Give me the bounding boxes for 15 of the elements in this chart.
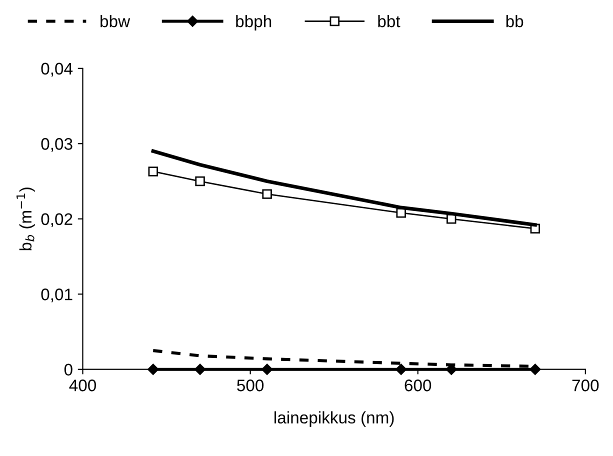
legend-label: bbw [100, 15, 130, 28]
y-tick-label: 0,04 [41, 62, 73, 77]
y-tick-label: 0 [64, 364, 72, 376]
x-tick-label: 400 [69, 380, 96, 392]
y-tick-label: 0,01 [41, 288, 72, 302]
x-tick-label: 700 [572, 380, 599, 392]
y-tick-label: 0,02 [41, 213, 72, 228]
y-tick-label: 0,03 [41, 138, 72, 152]
x-tick-label: 500 [237, 380, 264, 392]
y-axis-title: b$_{b}$ (m$^{−1}$) [16, 188, 35, 250]
legend-label: bb [506, 15, 524, 28]
x-axis-title: lainepikkus (nm) [274, 411, 394, 427]
legend-label: bbt [378, 15, 400, 28]
x-tick-label: 600 [404, 380, 432, 392]
legend-label: bbph [236, 15, 272, 31]
